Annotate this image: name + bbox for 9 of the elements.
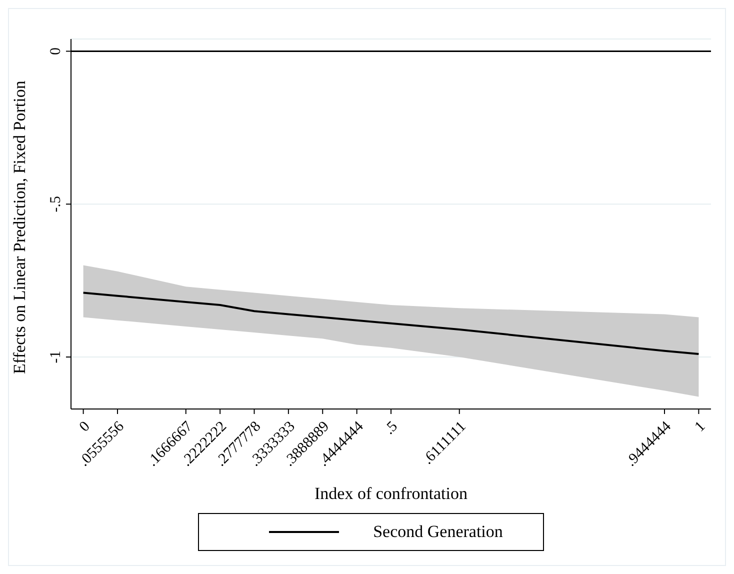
- line-series: [82, 292, 700, 355]
- legend-label: Second Generation: [373, 522, 503, 542]
- x-axis-title: Index of confrontation: [314, 484, 468, 503]
- y-tick-label: 0: [48, 47, 64, 55]
- x-tick-label: .5: [382, 418, 401, 438]
- y-tick-label: -.5: [48, 196, 64, 212]
- y-axis-title: Effects on Linear Prediction, Fixed Portion: [10, 80, 30, 374]
- x-tick-label: 1: [692, 418, 709, 436]
- y-tick-label: -1: [48, 350, 64, 364]
